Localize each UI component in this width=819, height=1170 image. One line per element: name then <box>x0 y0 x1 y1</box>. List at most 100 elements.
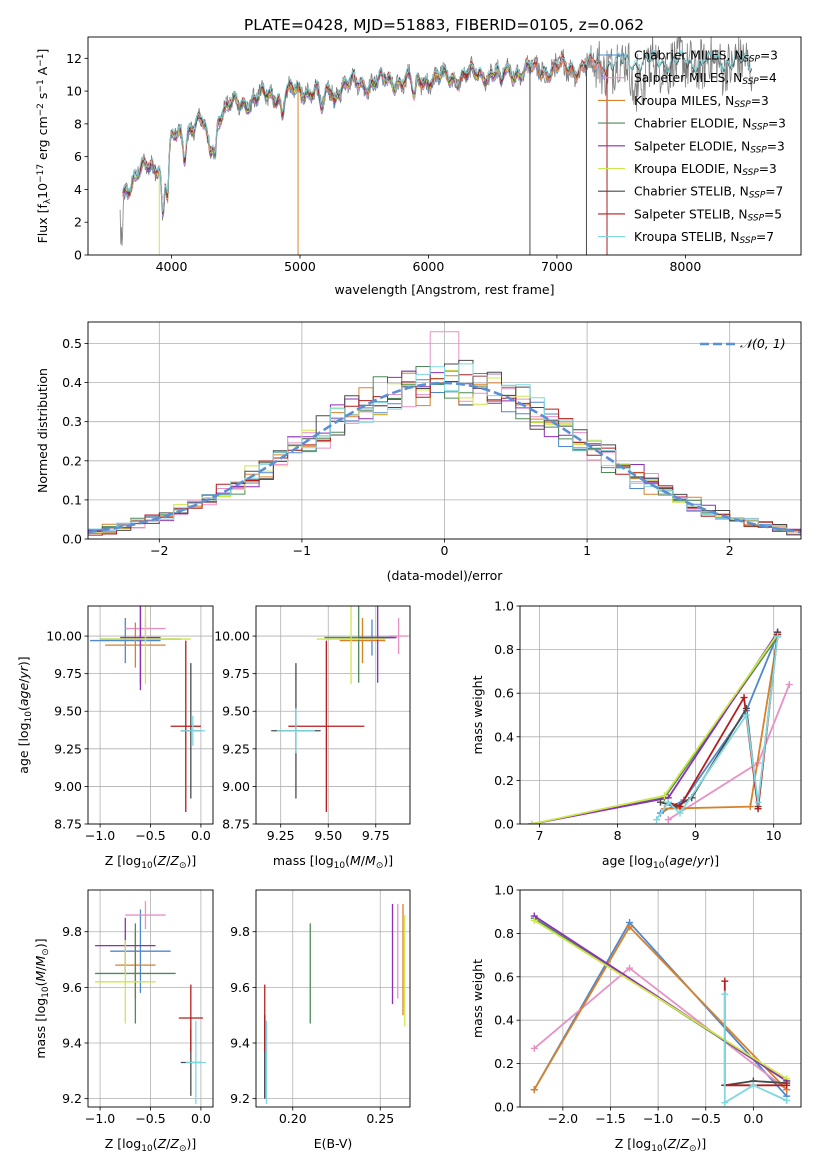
ticks: 7 8 9 10 0.0 0.2 0.4 0.6 0.8 1.0 <box>494 599 782 844</box>
legend-label-kroupa-elodie: Kroupa ELODIE, NSSP=3 <box>634 162 777 178</box>
ticks: −2.0 −1.5 −1.0 −0.5 0.0 0.0 0.2 0.4 0.6 0.8 1.0 <box>494 883 763 1127</box>
errorbar-point-salpeter-elodie <box>120 606 161 691</box>
errorbars <box>264 903 406 1105</box>
legend-series-name: Chabrier ELODIE, N <box>634 117 751 131</box>
legend-label-chabrier-elodie: Chabrier ELODIE, NSSP=3 <box>634 117 786 133</box>
errorbar-point-kroupa-stelib <box>276 708 315 754</box>
errorbar-point-salpeter-stelib <box>288 640 365 812</box>
y-axis-label-part: −2 <box>36 103 46 116</box>
ticks: −1.0 −0.5 0.0 8.75 9.00 9.25 9.50 9.75 10.00 <box>46 629 211 843</box>
y-tick-label: 9.50 <box>222 704 250 719</box>
histograms <box>88 331 801 536</box>
y-tick-label: 0.2 <box>494 1056 514 1071</box>
plot-frame <box>255 889 411 1108</box>
x-axis-label-part: 10 <box>141 1144 153 1154</box>
x-axis-label: Z [log10(Z/Z⊙)] <box>615 1136 707 1154</box>
y-axis-label-part: s <box>35 93 50 104</box>
x-tick-label: 7000 <box>541 259 573 274</box>
y-tick-label: 0.4 <box>62 375 82 390</box>
y-axis-label-part: age [ <box>16 742 31 774</box>
y-axis-label: age [log10(age/yr)] <box>16 656 34 773</box>
spectrum-lines <box>119 37 753 255</box>
y-axis-label-part: / <box>16 678 31 683</box>
y-tick-label: 0.0 <box>62 532 82 547</box>
weight-marker-salpeter-stelib <box>740 694 748 702</box>
x-axis-label-part: )] <box>186 853 196 868</box>
y-tick-label: 10 <box>66 84 82 99</box>
spectrum-panel: 4000 5000 6000 7000 8000 0 2 4 6 8 10 12 wavelength … <box>35 36 802 297</box>
x-axis-label-part: ⊙ <box>376 861 384 871</box>
weight-marker-kroupa-stelib <box>664 798 672 806</box>
x-axis-label: mass [log10(M/M⊙)] <box>273 853 393 871</box>
errorbar-point-chabrier-elodie <box>95 923 176 1024</box>
y-axis-label-part: 10 <box>35 183 50 199</box>
legend-nssp-value: =3 <box>751 94 769 108</box>
x-tick-label: 9 <box>692 828 700 843</box>
y-tick-label: 0.3 <box>62 414 82 429</box>
x-axis-label-part: Z <box>157 853 167 868</box>
x-tick-label: 2 <box>726 543 734 558</box>
legend-nssp-value: =3 <box>760 49 778 63</box>
ticks: 4000 5000 6000 7000 8000 0 2 4 6 8 10 12 <box>66 51 701 274</box>
x-tick-label: 0.0 <box>191 828 211 843</box>
x-tick-label: 0.0 <box>191 1111 211 1126</box>
weight-line-kroupa-stelib <box>655 636 779 821</box>
y-tick-label: 9.25 <box>222 741 250 756</box>
x-axis-label-part: ⊙ <box>179 861 187 871</box>
y-axis-label-part: yr <box>16 665 31 679</box>
legend-label-kroupa-stelib: Kroupa STELIB, NSSP=7 <box>634 230 774 246</box>
x-axis-label-part: 10 <box>653 861 665 871</box>
y-axis-label-part: )] <box>33 938 48 948</box>
y-tick-label: 9.50 <box>54 704 82 719</box>
plot-frame <box>87 36 802 256</box>
y-axis-label-part: ( <box>33 982 48 987</box>
legend-nssp-value: =4 <box>759 71 777 85</box>
grid <box>256 890 410 1107</box>
y-axis-label: mass [log10(M/M⊙)] <box>33 938 51 1058</box>
ticks: 9.25 9.50 9.75 8.75 9.00 9.25 9.50 9.75 10.00 <box>214 629 389 843</box>
model-line-chabrier-miles <box>122 57 608 218</box>
residuals-panel: −2 −1 0 1 2 0.0 0.1 0.2 0.3 0.4 0.5 (data-model)/er… <box>35 321 802 583</box>
y-tick-label: 9.75 <box>54 666 82 681</box>
legend-series-name: Salpeter MILES, N <box>634 71 742 85</box>
x-tick-label: 0.25 <box>366 1111 394 1126</box>
x-axis-label-part: Z [ <box>105 853 122 868</box>
x-tick-label: 0.20 <box>279 1111 307 1126</box>
y-tick-label: 10.00 <box>46 629 82 644</box>
y-tick-label: 9.2 <box>230 1091 250 1106</box>
x-axis-label-part: ( <box>153 853 158 868</box>
x-tick-label: 10 <box>766 828 782 843</box>
y-axis-label-part: A <box>35 66 50 79</box>
plot-frame <box>255 605 411 825</box>
y-axis-label-part: ⊙ <box>41 948 51 956</box>
legend-nssp-value: =3 <box>767 139 785 153</box>
age-vs-mass-panel: 9.25 9.50 9.75 8.75 9.00 9.25 9.50 9.75 10.00 mas… <box>214 605 411 871</box>
legend-series-name: Kroupa MILES, N <box>634 94 734 108</box>
x-tick-label: −0.5 <box>135 828 165 843</box>
x-axis-label: Z [log10(Z/Z⊙)] <box>105 1136 197 1154</box>
x-axis-label: E(B-V) <box>314 1136 353 1151</box>
y-axis-label: Flux [fλ10−17 erg cm−2 s−1 A−1] <box>35 49 53 244</box>
weight-marker-salpeter-miles <box>785 680 793 688</box>
errorbars <box>90 606 205 812</box>
errorbar-point-salpeter-stelib <box>178 984 203 1052</box>
y-tick-label: 1.0 <box>494 599 514 614</box>
legend-subscript: SSP <box>740 236 757 246</box>
y-tick-label: 0.0 <box>494 1100 514 1115</box>
y-axis-label-part: log <box>33 998 48 1017</box>
model-line-kroupa-miles <box>122 56 608 216</box>
x-axis-label-part: age [ <box>602 853 634 868</box>
y-tick-label: 9.25 <box>54 741 82 756</box>
y-tick-label: 4 <box>74 182 82 197</box>
normal-curve-line <box>88 381 801 534</box>
x-axis-label-part: 10 <box>141 861 153 871</box>
x-axis-label-part: ⊙ <box>689 1144 697 1154</box>
x-axis-label-part: M <box>365 853 376 868</box>
errorbars <box>271 606 409 812</box>
x-tick-label: −2.0 <box>548 1111 578 1126</box>
x-axis-label-part: Z [ <box>105 1136 122 1151</box>
x-axis-label-part: Z <box>679 1136 689 1151</box>
x-axis-label-part: log <box>122 1136 141 1151</box>
